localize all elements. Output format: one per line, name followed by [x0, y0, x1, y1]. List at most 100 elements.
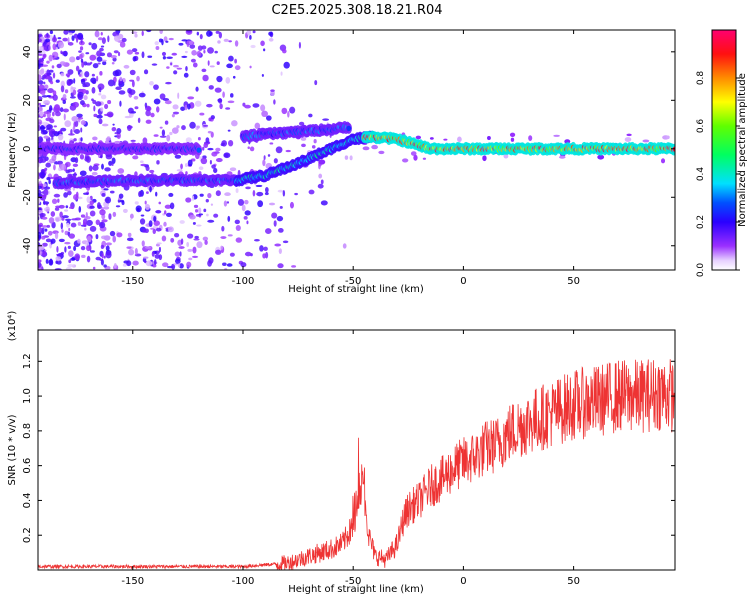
noise-speck — [215, 249, 222, 255]
noise-speck — [207, 60, 210, 66]
noise-speck — [227, 234, 233, 237]
noise-speck — [96, 114, 103, 119]
noise-speck — [44, 167, 48, 171]
noise-speck — [221, 225, 225, 232]
noise-speck — [161, 129, 166, 137]
noise-speck — [144, 200, 147, 205]
noise-speck — [113, 81, 116, 86]
noise-speck — [308, 189, 315, 195]
noise-speck — [101, 123, 109, 127]
noise-speck — [174, 154, 182, 159]
noise-speck — [95, 219, 101, 226]
noise-speck — [215, 30, 220, 34]
noise-speck — [43, 135, 49, 139]
y-tick-label: -40 — [22, 238, 33, 254]
noise-speck — [105, 251, 112, 259]
noise-speck — [162, 262, 169, 268]
noise-speck — [112, 123, 115, 126]
noise-speck — [134, 106, 139, 110]
noise-speck — [164, 120, 169, 125]
noise-speck — [78, 206, 82, 213]
noise-speck — [378, 150, 385, 155]
noise-speck — [63, 30, 69, 35]
noise-speck — [215, 190, 221, 197]
noise-speck — [117, 51, 121, 57]
noise-speck — [155, 243, 160, 247]
noise-speck — [553, 134, 560, 137]
noise-speck — [171, 263, 176, 270]
noise-speck — [95, 101, 102, 107]
noise-speck — [72, 89, 77, 96]
noise-speck — [283, 61, 290, 69]
spectrogram-x-label: Height of straight line (km) — [288, 284, 424, 295]
noise-speck — [252, 190, 256, 197]
noise-speck — [74, 128, 81, 134]
noise-speck — [116, 127, 122, 134]
noise-speck — [244, 199, 249, 205]
noise-speck — [62, 108, 69, 113]
noise-speck — [154, 41, 159, 46]
noise-speck — [100, 32, 103, 36]
colorbar-label: Normalized spectral amplitude — [737, 73, 748, 227]
snr-y-multiplier: (x10⁴) — [7, 311, 18, 342]
noise-speck — [153, 259, 157, 266]
noise-speck — [131, 48, 138, 53]
noise-speck — [38, 38, 42, 43]
noise-speck — [250, 44, 256, 49]
noise-speck — [170, 62, 173, 66]
noise-speck — [68, 233, 76, 239]
noise-speck — [167, 226, 174, 233]
noise-speck — [241, 204, 246, 212]
noise-speck — [41, 235, 46, 240]
noise-speck — [47, 211, 50, 214]
noise-speck — [141, 240, 145, 247]
noise-speck — [282, 49, 287, 54]
noise-speck — [105, 245, 110, 252]
noise-speck — [138, 92, 146, 98]
noise-speck — [141, 51, 145, 59]
noise-speck — [213, 167, 218, 174]
noise-speck — [192, 246, 197, 254]
noise-speck — [234, 65, 241, 71]
noise-speck — [193, 238, 200, 241]
noise-speck — [276, 215, 284, 222]
noise-speck — [249, 146, 255, 152]
spectrogram-frame — [37, 29, 676, 271]
noise-speck — [129, 213, 134, 219]
noise-speck — [318, 173, 323, 179]
noise-speck — [111, 62, 115, 65]
noise-speck — [194, 235, 199, 239]
noise-speck — [48, 217, 55, 224]
noise-speck — [429, 137, 434, 140]
noise-speck — [222, 262, 227, 266]
noise-speck — [169, 202, 175, 210]
noise-speck — [193, 204, 199, 209]
noise-speck — [55, 79, 60, 83]
noise-speck — [171, 113, 175, 118]
noise-speck — [252, 103, 260, 108]
noise-speck — [57, 133, 64, 141]
noise-speck — [261, 73, 264, 77]
noise-speck — [51, 198, 58, 204]
noise-speck — [287, 110, 290, 118]
x-tick-label: -50 — [345, 276, 361, 287]
noise-speck — [100, 222, 104, 227]
noise-speck — [63, 113, 66, 121]
noise-speck — [197, 45, 203, 51]
noise-speck — [128, 249, 135, 256]
noise-speck — [94, 30, 100, 38]
noise-speck — [256, 191, 264, 197]
noise-speck — [149, 81, 154, 86]
noise-speck — [185, 137, 192, 143]
noise-speck — [198, 207, 202, 214]
noise-speck — [202, 74, 209, 82]
noise-speck — [101, 37, 106, 44]
noise-speck — [132, 56, 137, 62]
noise-speck — [202, 146, 205, 151]
noise-speck — [176, 125, 180, 129]
noise-speck — [63, 192, 68, 198]
noise-speck — [159, 93, 166, 100]
noise-speck — [183, 72, 189, 78]
colorbar-gradient — [711, 29, 737, 271]
noise-speck — [227, 215, 231, 222]
